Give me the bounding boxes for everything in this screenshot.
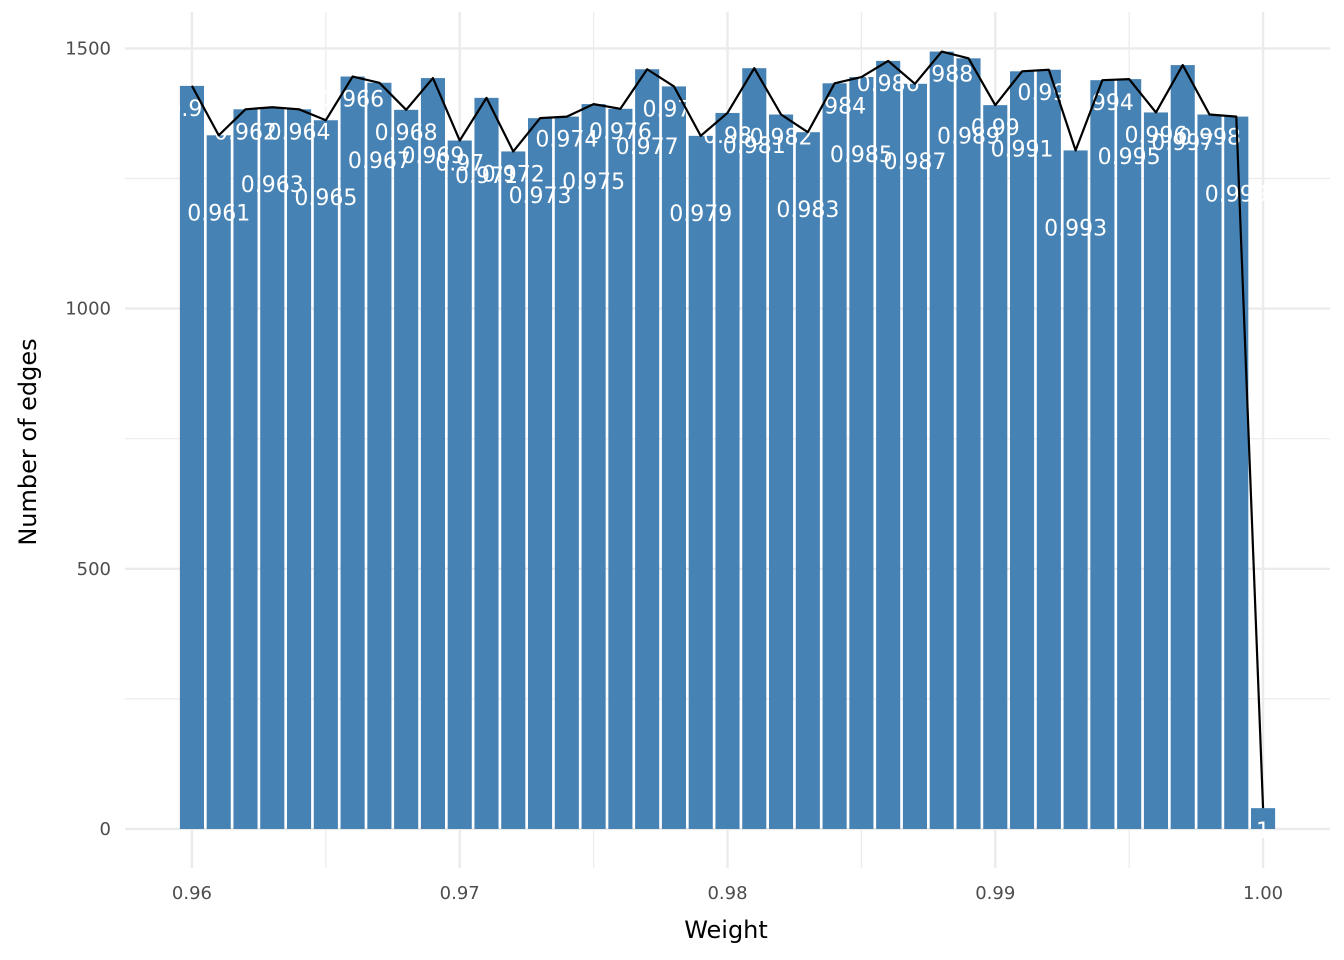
bar	[1224, 116, 1249, 829]
bar	[1251, 808, 1276, 829]
bar	[608, 108, 633, 829]
bar	[554, 116, 579, 829]
bar	[956, 58, 981, 829]
x-tick-label: 0.96	[172, 883, 212, 904]
bar-value-label: 0.965	[294, 186, 357, 211]
bar	[902, 83, 927, 829]
bar-value-label: 0.979	[669, 202, 732, 227]
bar	[447, 140, 472, 829]
x-tick-label: 1.00	[1243, 883, 1283, 904]
bar	[742, 68, 767, 829]
y-tick-label: 0	[100, 819, 111, 840]
bar-value-label: 0.99	[971, 116, 1020, 141]
x-axis-title: Weight	[684, 916, 768, 944]
bar-value-label: 0.984	[803, 94, 866, 119]
bar-value-label: 1	[1256, 819, 1270, 844]
bar	[688, 135, 713, 829]
bar-value-label: 0.961	[187, 201, 250, 226]
bar-value-label: 0.97	[435, 152, 484, 177]
bar-value-label: 0.972	[482, 162, 545, 187]
bar-value-label: 0.969	[401, 144, 464, 169]
bar-value-label: 0.995	[1098, 145, 1161, 170]
bar	[287, 109, 312, 829]
bar-value-label: 0.998	[1178, 126, 1241, 151]
bar	[394, 109, 419, 829]
bar	[822, 83, 847, 829]
bar-value-label: 0.973	[509, 184, 572, 209]
bar-value-label: 0.967	[348, 149, 411, 174]
y-axis-title: Number of edges	[14, 338, 42, 545]
bar	[1090, 80, 1115, 829]
bars	[179, 51, 1276, 829]
bar-value-label: 0.996	[1124, 123, 1187, 148]
bar-labels: 0.960.9610.9620.9630.9640.9650.9660.9670…	[167, 63, 1270, 845]
bar	[1063, 150, 1088, 829]
bar-value-label: 0.975	[562, 170, 625, 195]
bar-value-label: 0.963	[241, 173, 304, 198]
bar	[179, 85, 204, 829]
bar	[528, 118, 553, 829]
bar	[1143, 112, 1168, 829]
bar-value-label: 0.985	[830, 143, 893, 168]
bar	[501, 151, 526, 829]
bar-value-label: 0.977	[616, 135, 679, 160]
bar-value-label: 0.964	[268, 120, 331, 145]
bar	[260, 107, 285, 829]
bar	[769, 114, 794, 829]
bar	[420, 78, 445, 829]
bar	[795, 132, 820, 829]
bar	[715, 112, 740, 829]
bar	[1197, 114, 1222, 829]
bar	[1010, 71, 1035, 829]
bar	[983, 105, 1008, 829]
x-tick-label: 0.97	[440, 883, 480, 904]
bar	[849, 77, 874, 829]
bar-value-label: 0.962	[214, 120, 277, 145]
y-tick-label: 500	[77, 559, 111, 580]
bar-value-label: 0.976	[589, 120, 652, 145]
bar	[474, 97, 499, 829]
bar-value-label: 0.997	[1151, 131, 1214, 156]
bar	[340, 76, 365, 829]
bar-value-label: 0.989	[937, 124, 1000, 149]
y-tick-label: 1000	[65, 299, 111, 320]
bar-value-label: 0.999	[1205, 183, 1268, 208]
bar	[1117, 79, 1142, 829]
x-tick-label: 0.99	[975, 883, 1015, 904]
x-tick-labels: 0.96 0.97 0.98 0.99 1.00	[172, 883, 1283, 904]
bar-value-label: 0.994	[1071, 91, 1134, 116]
bar	[876, 60, 901, 829]
bar-value-label: 0.971	[455, 164, 518, 189]
bar	[1036, 69, 1061, 829]
bar	[661, 86, 686, 829]
y-tick-labels: 0 500 1000 1500	[65, 38, 111, 840]
bar	[233, 109, 258, 829]
bar-value-label: 0.983	[776, 198, 839, 223]
bar	[313, 120, 338, 829]
count-line	[190, 50, 1265, 809]
bar	[929, 51, 954, 829]
bar	[581, 104, 606, 829]
bar	[367, 82, 392, 829]
bar	[635, 69, 660, 829]
bar-value-label: 0.968	[375, 121, 438, 146]
bar-value-label: 0.991	[991, 137, 1054, 162]
bar-value-label: 0.966	[321, 88, 384, 113]
bar	[206, 135, 231, 829]
bar-value-label: 0.978	[642, 97, 705, 122]
bar-value-label: 0.992	[1017, 81, 1080, 106]
x-tick-label: 0.98	[707, 883, 747, 904]
bar-value-label: 0.981	[723, 134, 786, 159]
bar-value-label: 0.993	[1044, 216, 1107, 241]
y-tick-label: 1500	[65, 38, 111, 59]
bar	[1170, 65, 1195, 829]
bar-value-label: 0.986	[857, 72, 920, 97]
bar-value-label: 0.987	[883, 150, 946, 175]
bar-value-label: 0.988	[910, 63, 973, 88]
bar-value-label: 0.974	[535, 128, 598, 153]
